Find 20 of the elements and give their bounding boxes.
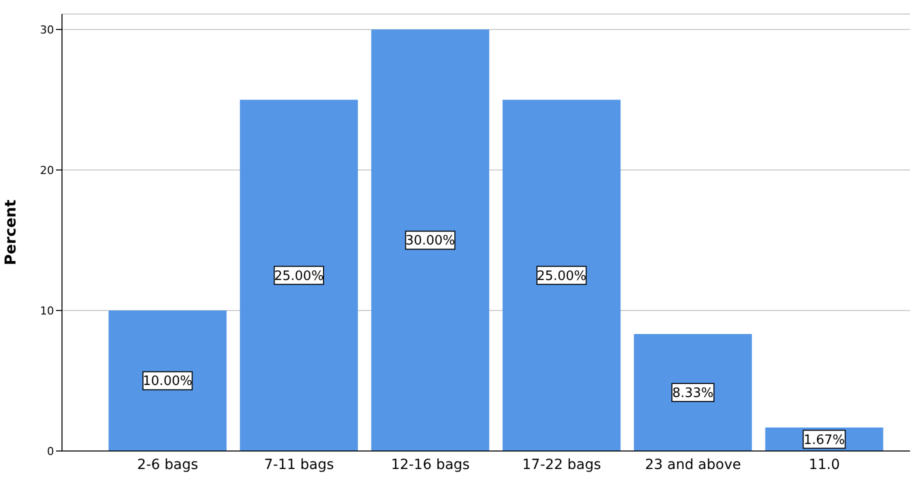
- x-tick-label: 17-22 bags: [522, 456, 602, 473]
- x-tick-label: 23 and above: [645, 456, 741, 473]
- bar: [371, 29, 490, 451]
- data-label: 8.33%: [672, 386, 714, 401]
- x-tick-label: 2-6 bags: [137, 456, 198, 473]
- bar: [108, 310, 227, 451]
- y-axis-title: Percent: [1, 200, 20, 266]
- x-tick-label: 12-16 bags: [390, 456, 470, 473]
- y-tick-label: 20: [40, 164, 54, 177]
- y-tick-label: 10: [40, 304, 54, 318]
- data-label: 25.00%: [274, 268, 324, 284]
- bar: [240, 100, 358, 451]
- bar: [502, 100, 621, 451]
- x-tick-label: 11.0: [808, 456, 840, 473]
- data-label: 30.00%: [405, 234, 456, 249]
- data-label: 1.67%: [804, 432, 845, 448]
- y-tick-label: 0: [47, 444, 54, 458]
- x-tick-label: 7-11 bags: [264, 456, 334, 473]
- y-tick-label: 30: [40, 23, 54, 36]
- bar: [634, 334, 752, 451]
